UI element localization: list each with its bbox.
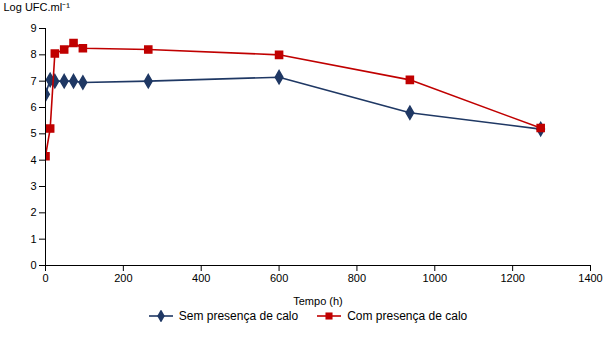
svg-text:200: 200: [114, 272, 132, 284]
svg-text:Log UFC.ml⁻¹: Log UFC.ml⁻¹: [4, 1, 71, 13]
svg-text:7: 7: [30, 75, 36, 87]
svg-text:2: 2: [30, 206, 36, 218]
svg-text:8: 8: [30, 48, 36, 60]
html-text:Sem presença de calo: Sem presença de calo: [178, 309, 299, 323]
svg-text:4: 4: [30, 154, 36, 166]
svg-text:Tempo (h): Tempo (h): [293, 295, 343, 307]
svg-text:800: 800: [348, 272, 366, 284]
html-text:Com presença de calo: Com presença de calo: [347, 309, 468, 323]
svg-text:600: 600: [270, 272, 288, 284]
svg-text:1200: 1200: [500, 272, 524, 284]
svg-text:1400: 1400: [578, 272, 602, 284]
svg-text:9: 9: [30, 22, 36, 34]
svg-text:1: 1: [30, 233, 36, 245]
svg-text:0: 0: [42, 272, 48, 284]
svg-text:400: 400: [192, 272, 210, 284]
svg-text:1000: 1000: [423, 272, 447, 284]
svg-text:0: 0: [30, 259, 36, 271]
svg-text:3: 3: [30, 180, 36, 192]
svg-text:6: 6: [30, 101, 36, 113]
svg-text:5: 5: [30, 127, 36, 139]
